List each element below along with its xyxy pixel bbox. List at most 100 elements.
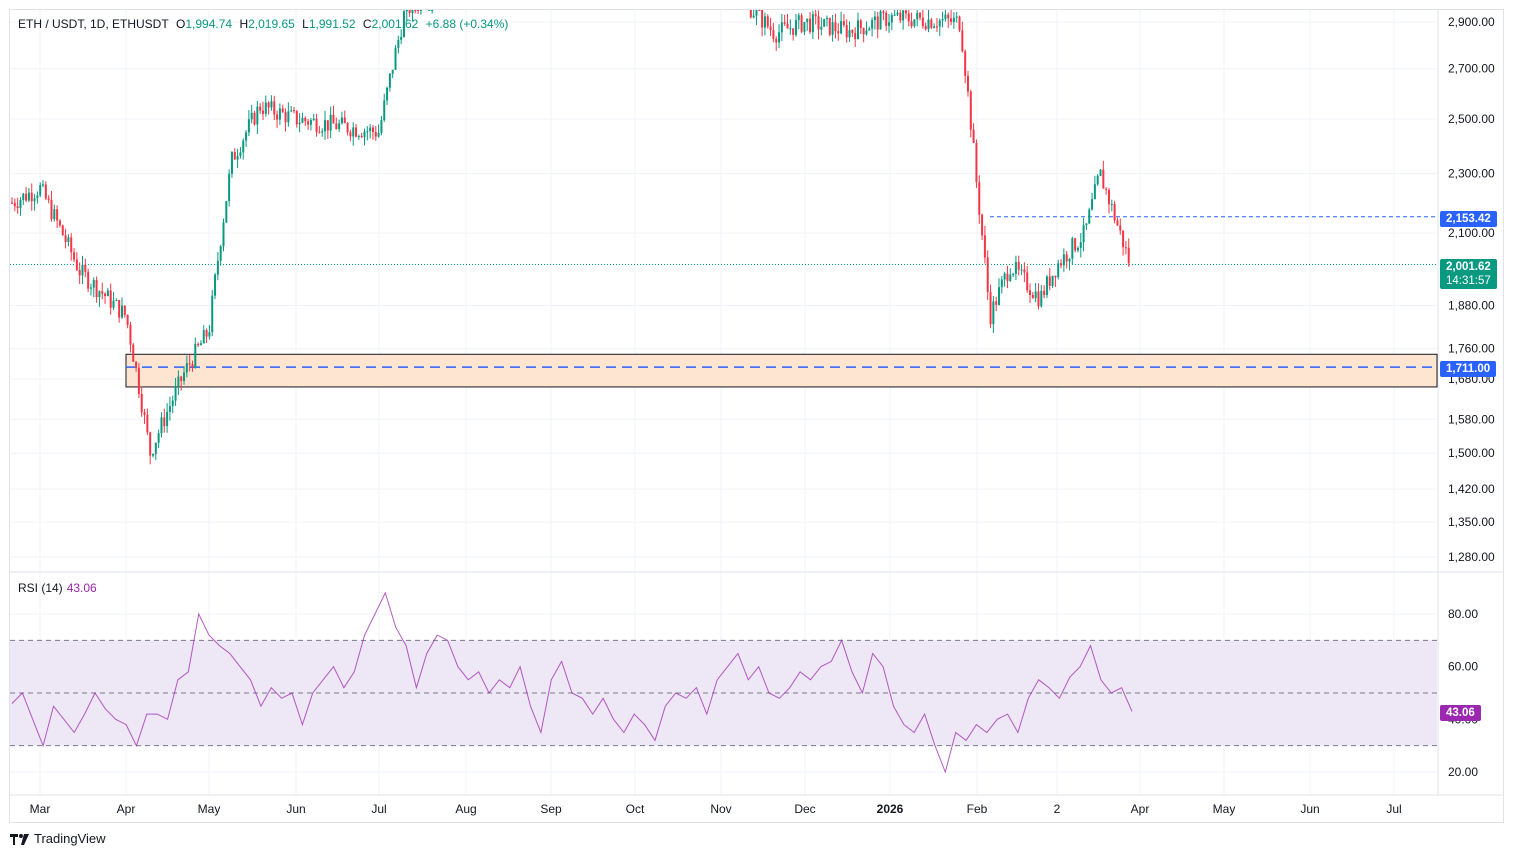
candle-body [140, 393, 143, 413]
candle-body [1014, 262, 1017, 274]
candle-body [1017, 262, 1020, 270]
candle-body [214, 274, 217, 296]
candle-body [174, 386, 177, 401]
candle-body [295, 110, 298, 125]
candle-body [809, 18, 812, 32]
candle-body [916, 12, 919, 20]
candle-body [944, 14, 947, 20]
rsi-header[interactable]: RSI (14) 43.06 [18, 581, 97, 595]
candle-body [879, 11, 882, 30]
candle-body [966, 75, 969, 92]
candle-body [890, 15, 893, 23]
candle-body [380, 120, 383, 134]
chart-frame [9, 9, 1504, 823]
candle-body [820, 26, 823, 30]
candle-body [343, 117, 346, 124]
candle-body [109, 290, 112, 308]
candle-body [428, 10, 431, 11]
candle-body [115, 300, 118, 302]
candle-body [329, 114, 332, 131]
candle-body [166, 411, 169, 427]
candle-body [245, 132, 248, 141]
candle-body [270, 101, 273, 108]
price-axis-label: 1,280.00 [1448, 550, 1495, 564]
candle-body [222, 222, 225, 247]
candle-body [1006, 273, 1009, 281]
candle-body [92, 279, 95, 288]
candle-body [952, 17, 955, 23]
candle-body [250, 112, 253, 120]
candle-body [1009, 274, 1012, 281]
candle-body [414, 10, 417, 11]
candle-body [761, 10, 764, 28]
candle-body [326, 120, 329, 131]
candle-body [972, 129, 975, 144]
candle-body [402, 11, 405, 37]
price-axis-label: 1,580.00 [1448, 412, 1495, 426]
candle-body [910, 21, 913, 27]
candle-body [1057, 263, 1060, 278]
close-label: C [362, 17, 372, 31]
time-axis-label: 2026 [877, 802, 904, 816]
candle-body [772, 30, 775, 39]
candle-body [284, 112, 287, 123]
rsi-axis-label: 60.00 [1448, 660, 1478, 674]
time-axis-label: Dec [794, 802, 815, 816]
candle-body [986, 257, 989, 293]
candle-body [281, 108, 284, 113]
candle-body [783, 22, 786, 24]
candle-body [70, 237, 73, 253]
symbol-title[interactable]: ETH / USDT, 1D, ETHUSDT [18, 17, 169, 31]
candle-body [39, 185, 42, 196]
candle-body [13, 202, 16, 207]
candle-body [1003, 273, 1006, 280]
candle-body [106, 290, 109, 297]
candle-body [391, 69, 394, 74]
candle-body [885, 12, 888, 26]
candle-body [755, 10, 758, 16]
candle-body [160, 417, 163, 434]
candle-body [780, 22, 783, 33]
candle-body [338, 123, 341, 130]
candle-body [185, 363, 188, 373]
candle-body [287, 111, 290, 123]
candle-body [775, 38, 778, 43]
time-axis-label: Aug [455, 802, 476, 816]
rsi-label: RSI (14) [18, 581, 63, 595]
candle-body [408, 10, 411, 14]
candle-body [87, 271, 90, 289]
candle-body [22, 193, 25, 200]
candle-body [831, 22, 834, 35]
candle-body [301, 117, 304, 123]
candle-body [242, 140, 245, 153]
candle-body [183, 372, 186, 381]
candle-body [346, 123, 349, 133]
price-axis-label: 1,500.00 [1448, 446, 1495, 460]
candle-body [273, 101, 276, 115]
candle-body [978, 182, 981, 215]
tradingview-brand[interactable]: TradingView [10, 831, 106, 846]
candle-body [1122, 230, 1125, 248]
candle-body [786, 23, 789, 29]
candle-body [1034, 291, 1037, 299]
candle-body [298, 122, 301, 125]
candle-body [256, 106, 259, 125]
candle-body [205, 330, 208, 337]
candle-body [132, 344, 135, 362]
candle-body [806, 18, 809, 23]
candle-body [67, 237, 70, 242]
candle-body [149, 432, 152, 456]
candle-body [357, 136, 360, 138]
candle-body [230, 152, 233, 174]
candle-body [197, 343, 200, 346]
candle-body [259, 106, 262, 111]
candle-body [146, 414, 149, 433]
candle-body [789, 28, 792, 30]
candle-body [355, 127, 358, 137]
candle-body [913, 19, 916, 27]
candle-body [933, 26, 936, 28]
candle-body [1085, 223, 1088, 226]
time-axis-label: Jul [1386, 802, 1401, 816]
high-value: 2,019.65 [248, 17, 295, 31]
